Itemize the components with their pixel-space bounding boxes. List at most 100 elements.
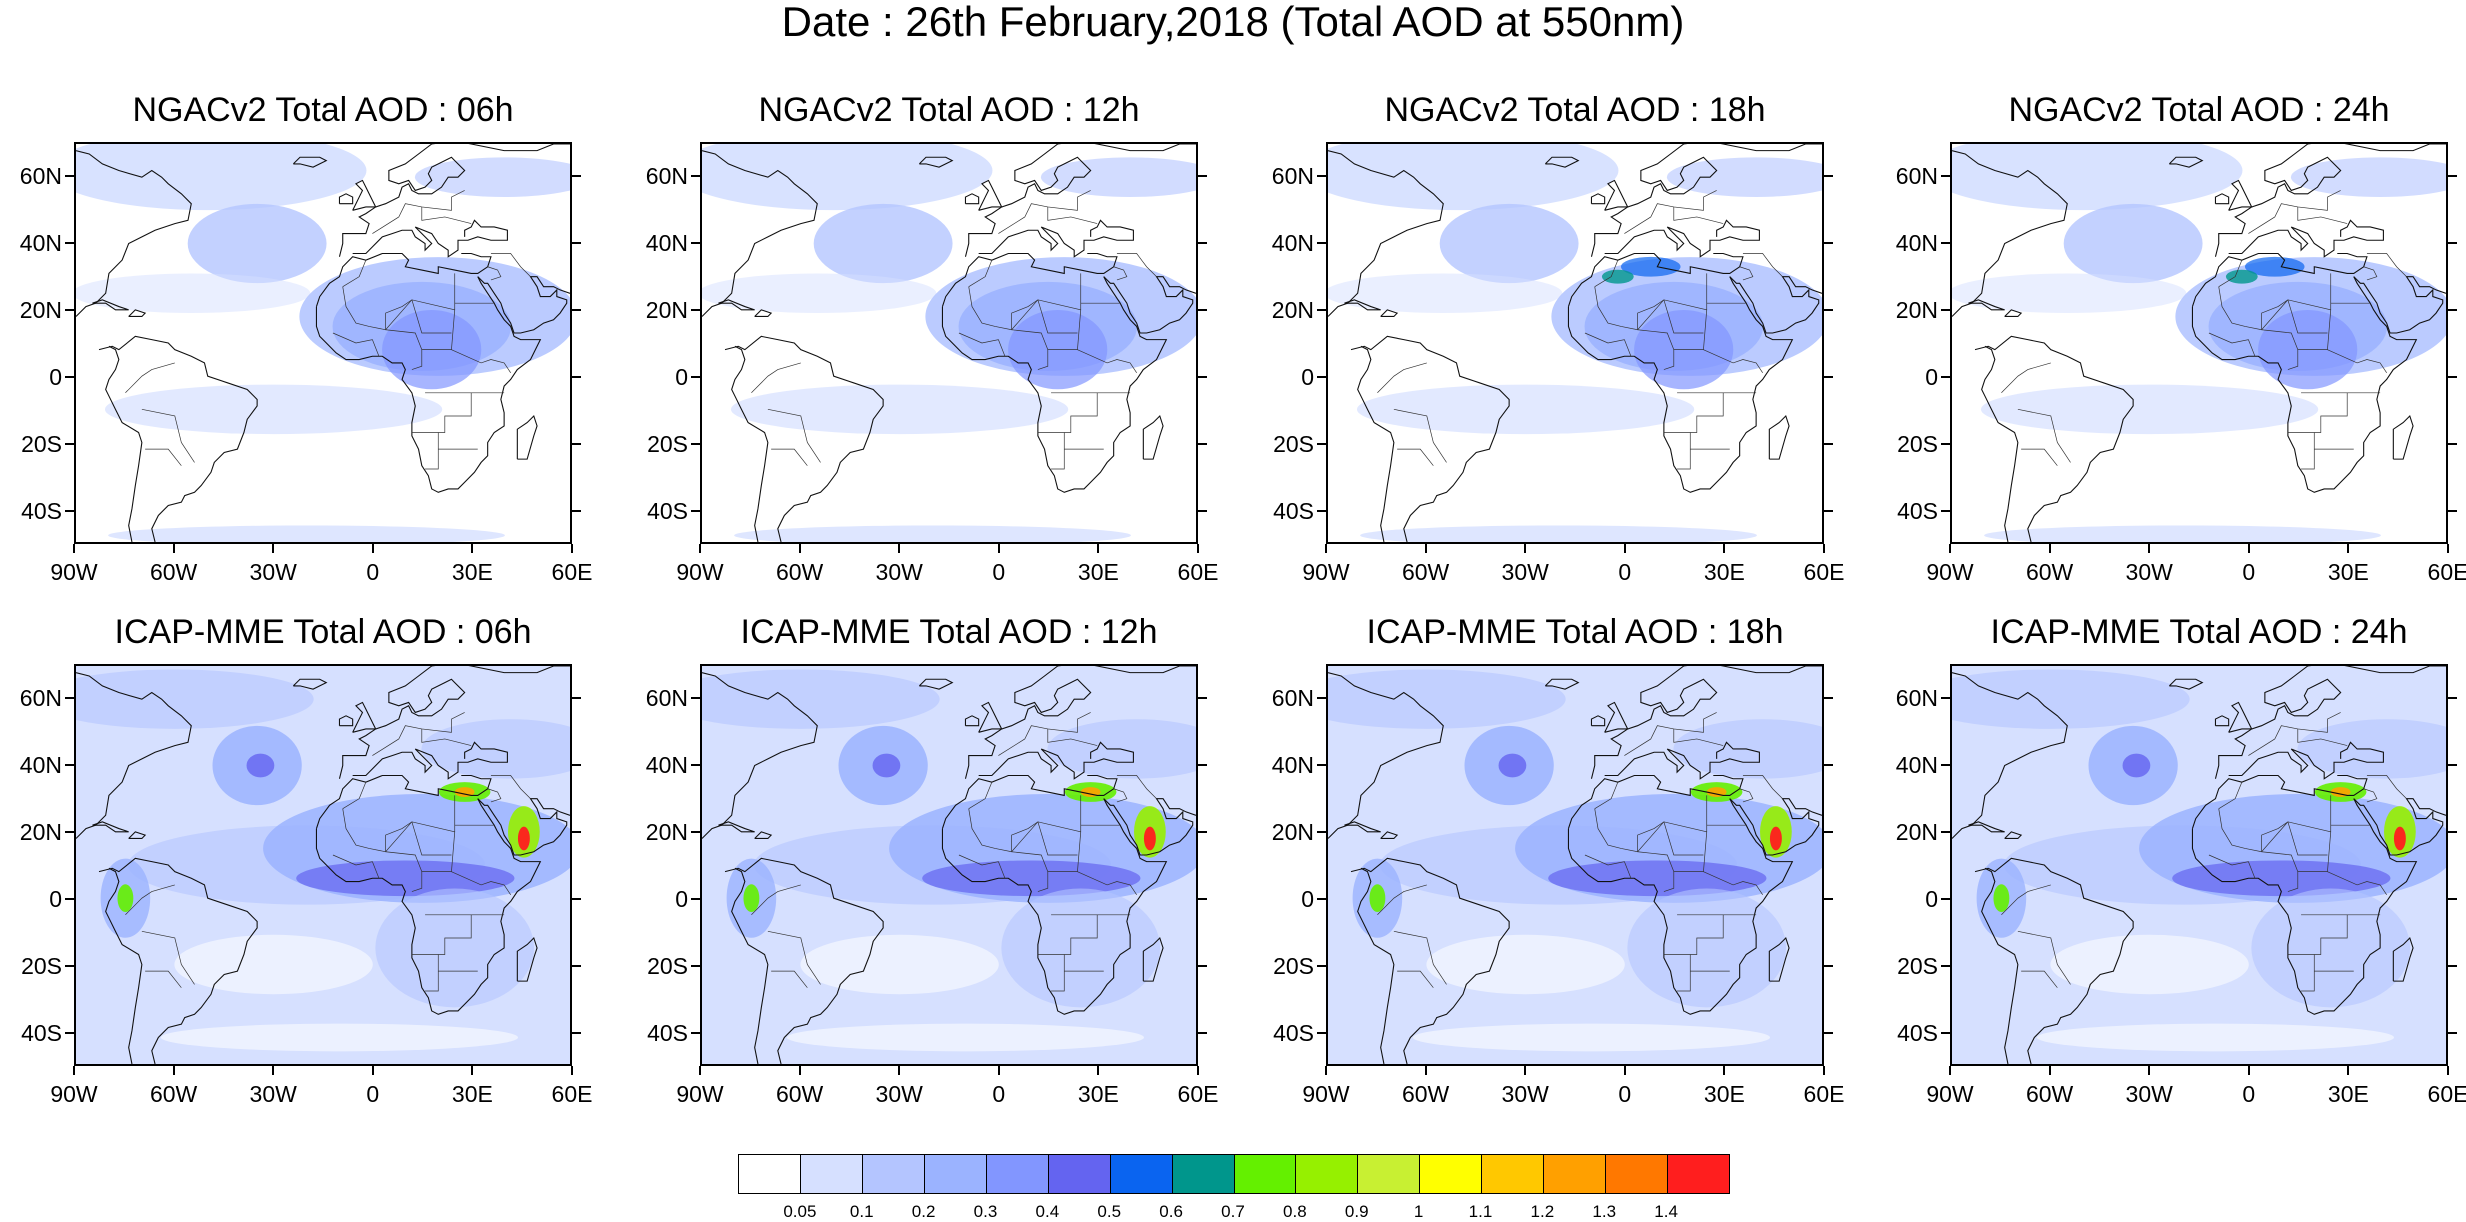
coastline xyxy=(1567,276,1794,493)
country-border xyxy=(751,362,801,394)
lat-tick-label: 60N xyxy=(645,684,688,711)
lat-tick xyxy=(65,375,74,378)
lat-tick xyxy=(1317,241,1326,244)
country-border xyxy=(1011,795,1082,852)
country-border xyxy=(2001,362,2051,394)
aod-field-region xyxy=(1001,888,1161,1008)
lat-tick-label: 40N xyxy=(1895,751,1938,778)
lon-tick-label: 60W xyxy=(775,1081,824,1107)
lat-tick xyxy=(572,696,581,699)
coastline xyxy=(477,276,570,334)
lat-tick xyxy=(1198,241,1207,244)
country-border xyxy=(1703,349,1763,373)
lon-tick xyxy=(172,544,175,553)
lon-tick xyxy=(172,1066,175,1075)
coastline xyxy=(964,715,980,727)
country-border xyxy=(425,432,439,470)
panel-title: ICAP-MME Total AOD : 06h xyxy=(114,613,532,651)
lon-tick xyxy=(898,1066,901,1075)
aod-field-region xyxy=(375,888,535,1008)
coastline xyxy=(338,666,570,779)
coastline xyxy=(2228,219,2384,258)
lat-tick-label: 40S xyxy=(1897,497,1938,524)
coastline xyxy=(1567,252,1744,307)
lat-tick xyxy=(1824,375,1833,378)
country-border xyxy=(2021,970,2058,988)
aod-field-region xyxy=(454,787,475,797)
lat-tick xyxy=(1941,1031,1950,1034)
lon-tick-label: 30E xyxy=(451,559,493,585)
country-border xyxy=(2327,349,2387,373)
country-border xyxy=(2287,821,2328,856)
lat-tick xyxy=(2448,964,2457,967)
country-border xyxy=(487,266,502,281)
aod-field-region xyxy=(1952,669,2190,729)
lon-tick xyxy=(571,544,573,553)
lat-tick xyxy=(1824,308,1833,311)
lat-tick xyxy=(572,964,581,967)
coastline xyxy=(2168,156,2204,168)
country-border xyxy=(332,332,380,357)
country-border xyxy=(332,854,380,879)
coastline xyxy=(1952,150,2068,317)
coastline xyxy=(964,666,1196,779)
coastline xyxy=(105,867,143,1064)
lat-tick xyxy=(1824,241,1833,244)
aod-field-region xyxy=(1627,888,1787,1008)
aod-map xyxy=(1326,142,1824,544)
colorbar-swatch xyxy=(1606,1155,1669,1193)
lon-tick-label: 60W xyxy=(149,1081,198,1107)
aod-field-region xyxy=(702,144,993,211)
country-border xyxy=(385,273,456,330)
aod-field-region xyxy=(296,860,515,897)
coastline xyxy=(964,144,1196,257)
country-border xyxy=(2261,273,2332,330)
coastline xyxy=(731,345,769,542)
country-border xyxy=(2301,954,2315,992)
map-panel: NGACv2 Total AOD : 24h 60N 40N 20N 0 20S 40S 90… xyxy=(1896,91,2466,584)
lat-tick-label: 60N xyxy=(19,684,62,711)
lat-tick xyxy=(1941,174,1950,177)
colorbar-label: 0.2 xyxy=(911,1202,936,1221)
lon-tick xyxy=(272,1066,275,1075)
country-border xyxy=(1663,299,1704,334)
coastline xyxy=(315,252,492,307)
lat-tick xyxy=(1941,308,1950,311)
lat-tick-label: 20N xyxy=(19,296,62,323)
country-border xyxy=(958,332,1006,357)
aod-field-region xyxy=(743,884,760,913)
colorbar-label: 0.6 xyxy=(1159,1202,1183,1221)
coastline xyxy=(1729,276,1822,334)
lat-tick xyxy=(1317,442,1326,445)
country-border xyxy=(1677,432,1691,470)
lon-tick-label: 60W xyxy=(1401,1081,1450,1107)
coastline xyxy=(338,193,354,205)
colorbar-label: 0.9 xyxy=(1344,1202,1369,1221)
country-border xyxy=(2001,884,2051,916)
lat-tick xyxy=(1941,830,1950,833)
country-border xyxy=(411,392,472,433)
aod-field-region xyxy=(1980,384,2319,435)
lat-tick xyxy=(691,897,700,900)
coastline xyxy=(292,678,328,690)
lat-tick xyxy=(572,897,581,900)
country-border xyxy=(2287,392,2348,433)
coastline xyxy=(2353,276,2446,334)
lon-tick-label: 90W xyxy=(676,559,724,585)
country-border xyxy=(1742,775,1783,799)
lon-tick-label: 60E xyxy=(551,1081,593,1107)
country-border xyxy=(751,884,801,916)
country-border xyxy=(1594,808,1665,853)
country-border xyxy=(451,349,511,373)
lon-tick xyxy=(2048,1066,2051,1075)
lat-tick xyxy=(2448,509,2457,512)
coastline xyxy=(516,414,538,460)
country-border xyxy=(1673,206,1724,224)
country-border xyxy=(1037,299,1078,334)
country-border xyxy=(1077,349,1137,373)
lon-tick-label: 30W xyxy=(2125,559,2173,585)
lon-tick xyxy=(997,1066,1000,1075)
lat-tick-label: 20S xyxy=(1897,952,1938,979)
country-border xyxy=(1377,362,1427,394)
lon-tick-label: 60E xyxy=(1177,559,1219,585)
